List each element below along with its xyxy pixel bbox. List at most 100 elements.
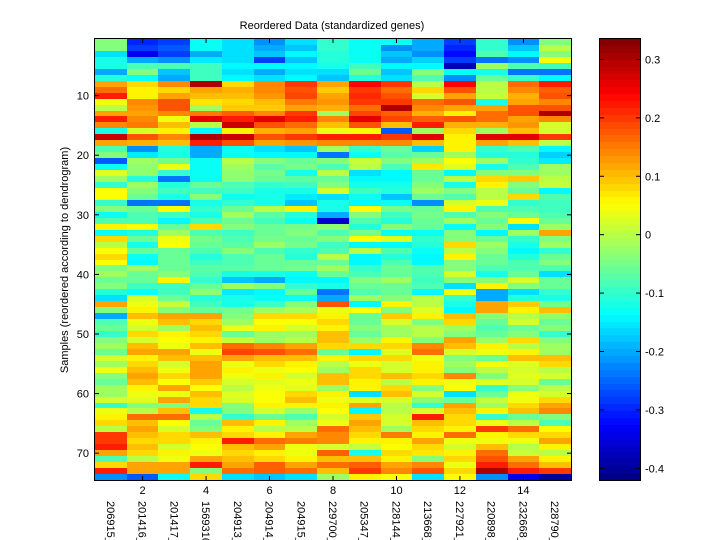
heatmap-cell [285, 403, 317, 408]
heatmap-cell [95, 456, 127, 462]
heatmap-cell [539, 426, 571, 432]
heatmap-cell [349, 391, 381, 397]
heatmap-cell [285, 301, 317, 307]
heatmap-cell [539, 111, 571, 116]
heatmap-cell [476, 116, 508, 122]
heatmap-cell [349, 176, 381, 182]
y-tick-label: 30 [77, 210, 89, 222]
heatmap-cell [95, 408, 127, 414]
heatmap-cell [222, 224, 254, 230]
heatmap-cell [95, 355, 127, 361]
heatmap-cell [539, 385, 571, 391]
heatmap-cell [222, 105, 254, 111]
colorbar-swatch [600, 191, 640, 197]
heatmap-cell [127, 164, 158, 170]
heatmap-cell [317, 188, 349, 194]
heatmap-cell [476, 361, 508, 367]
colorbar-swatch [600, 129, 640, 135]
heatmap-cell [190, 164, 222, 170]
heatmap-cell [95, 426, 127, 432]
heatmap-cell [381, 182, 412, 188]
heatmap-cell [222, 158, 254, 164]
heatmap-cell [412, 194, 444, 200]
heatmap-cell [381, 134, 412, 140]
colorbar-swatch [600, 60, 640, 67]
colorbar-swatch [600, 439, 640, 446]
heatmap-cell [222, 87, 254, 93]
heatmap-cell [254, 51, 285, 57]
heatmap-cell [444, 236, 476, 242]
heatmap-cell [285, 140, 317, 146]
heatmap-cell [381, 128, 412, 134]
heatmap-cell [254, 236, 285, 242]
heatmap-cell [349, 337, 381, 343]
colorbar-swatch [600, 142, 640, 149]
colorbar-swatch [600, 239, 640, 246]
heatmap-cell [539, 337, 571, 343]
heatmap-cell [254, 337, 285, 343]
heatmap-cell [508, 408, 539, 414]
y-tick-label: 20 [77, 150, 89, 162]
heatmap-cell [158, 230, 190, 236]
heatmap-cell [190, 271, 222, 277]
heatmap-cell [508, 230, 539, 236]
heatmap-cell [476, 140, 508, 146]
heatmap-cell [412, 319, 444, 325]
heatmap-cell [444, 325, 476, 331]
heatmap-cell [317, 128, 349, 134]
heatmap-cell [476, 420, 508, 426]
heatmap-cell [254, 134, 285, 140]
colorbar-swatch [600, 377, 640, 384]
heatmap-cell [476, 319, 508, 325]
colorbar-swatch [600, 101, 640, 108]
heatmap-cell [412, 57, 444, 63]
heatmap-cell [539, 408, 571, 414]
heatmap-cell [127, 248, 158, 254]
heatmap-cell [508, 432, 539, 438]
heatmap-cell [222, 194, 254, 200]
heatmap-cell [254, 414, 285, 420]
colorbar[interactable] [600, 39, 640, 480]
heatmap-cell [349, 81, 381, 87]
heatmap-cell [349, 403, 381, 408]
heatmap-cell [381, 254, 412, 260]
heatmap-cell [476, 57, 508, 63]
heatmap-cell [158, 468, 190, 474]
heatmap-cell [95, 474, 127, 480]
heatmap-cell [158, 218, 190, 224]
heatmap-cell [539, 331, 571, 337]
heatmap-cell [127, 414, 158, 420]
heatmap-cell [285, 420, 317, 426]
heatmap-cell [476, 391, 508, 397]
x-tick-number: 14 [517, 485, 529, 497]
heatmap-cell [222, 313, 254, 319]
heatmap-cell [476, 230, 508, 236]
heatmap-cell [254, 343, 285, 349]
heatmap-cell [508, 75, 539, 81]
heatmap-cell [539, 218, 571, 224]
colorbar-swatch [600, 73, 640, 80]
heatmap-cell [222, 319, 254, 325]
heatmap-cell [444, 99, 476, 105]
heatmap-cell [412, 69, 444, 75]
heatmap-cell [95, 81, 127, 87]
heatmap-cell [95, 242, 127, 248]
heatmap-cell [381, 355, 412, 361]
heatmap-cell [254, 69, 285, 75]
heatmap-cell [539, 87, 571, 93]
heatmap-cell [127, 206, 158, 212]
heatmap-cell [508, 206, 539, 212]
heatmap-cell [444, 254, 476, 260]
colorbar-swatch [600, 411, 640, 418]
heatmap-cell [349, 224, 381, 230]
heatmap-cell [381, 444, 412, 450]
heatmap-cell [476, 385, 508, 391]
heatmap-cell [412, 254, 444, 260]
heatmap-cell [412, 367, 444, 373]
heatmap-cell [444, 146, 476, 152]
heatmap-cell [190, 230, 222, 236]
heatmap-cell [412, 414, 444, 420]
heatmap-cell [285, 307, 317, 313]
heatmap-cell [444, 301, 476, 307]
heatmap-cell [508, 391, 539, 397]
